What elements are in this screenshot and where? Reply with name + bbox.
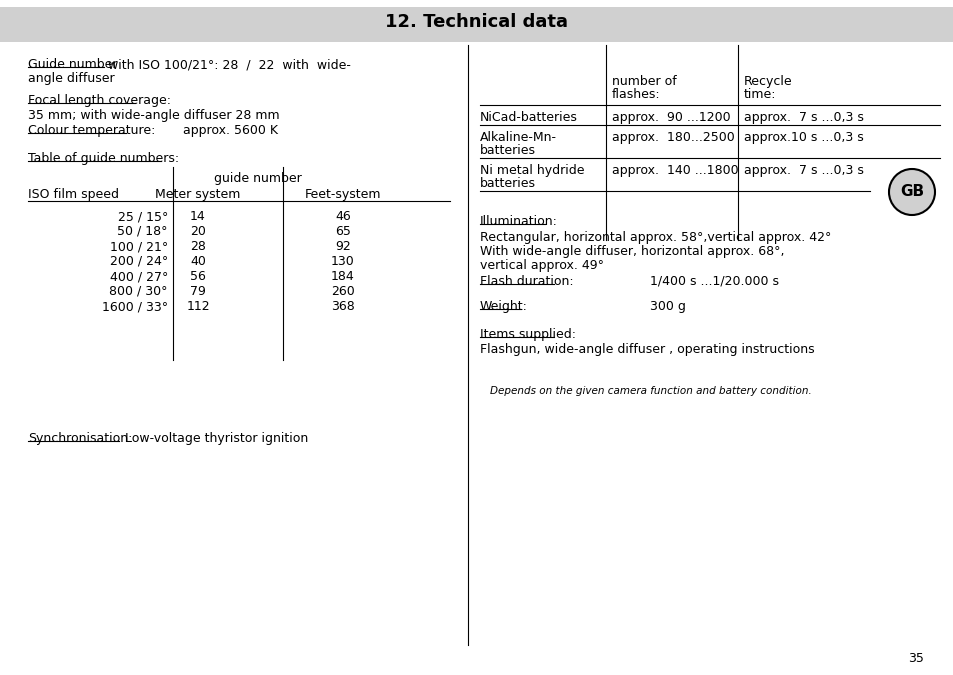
Text: Ni metal hydride: Ni metal hydride xyxy=(479,164,584,177)
Text: 25 / 15°: 25 / 15° xyxy=(117,210,168,223)
Text: Items supplied:: Items supplied: xyxy=(479,328,576,341)
Text: ISO film speed: ISO film speed xyxy=(28,188,119,201)
Text: 20: 20 xyxy=(190,225,206,238)
Text: Table of guide numbers:: Table of guide numbers: xyxy=(28,152,179,165)
Text: approx.  7 s ...0,3 s: approx. 7 s ...0,3 s xyxy=(743,111,863,124)
Text: batteries: batteries xyxy=(479,144,536,157)
Text: Guide number: Guide number xyxy=(28,58,117,71)
Text: Rectangular, horizontal approx. 58°,vertical approx. 42°: Rectangular, horizontal approx. 58°,vert… xyxy=(479,231,830,244)
Text: 112: 112 xyxy=(186,300,210,313)
Text: 40: 40 xyxy=(190,255,206,268)
Text: 800 / 30°: 800 / 30° xyxy=(110,285,168,298)
Text: 35 mm; with wide-angle diffuser 28 mm: 35 mm; with wide-angle diffuser 28 mm xyxy=(28,109,279,122)
Text: Synchronisation:: Synchronisation: xyxy=(28,432,132,445)
Text: Depends on the given camera function and battery condition.: Depends on the given camera function and… xyxy=(490,386,811,396)
Text: 184: 184 xyxy=(331,270,355,283)
Text: guide number: guide number xyxy=(213,172,301,185)
Text: approx.  90 ...1200: approx. 90 ...1200 xyxy=(612,111,730,124)
Text: Flashgun, wide-angle diffuser , operating instructions: Flashgun, wide-angle diffuser , operatin… xyxy=(479,343,814,356)
Text: 200 / 24°: 200 / 24° xyxy=(110,255,168,268)
Text: approx.10 s ...0,3 s: approx.10 s ...0,3 s xyxy=(743,131,862,144)
Text: 12. Technical data: 12. Technical data xyxy=(385,13,568,31)
Text: approx. 5600 K: approx. 5600 K xyxy=(183,124,277,137)
Text: with ISO 100/21°: 28  /  22  with  wide-: with ISO 100/21°: 28 / 22 with wide- xyxy=(104,58,351,71)
Text: 92: 92 xyxy=(335,240,351,253)
Text: 400 / 27°: 400 / 27° xyxy=(110,270,168,283)
Text: Colour temperature:: Colour temperature: xyxy=(28,124,155,137)
Text: flashes:: flashes: xyxy=(612,88,659,101)
Text: Illumination:: Illumination: xyxy=(479,215,558,228)
Text: 46: 46 xyxy=(335,210,351,223)
Text: 50 / 18°: 50 / 18° xyxy=(117,225,168,238)
Circle shape xyxy=(888,169,934,215)
Text: 368: 368 xyxy=(331,300,355,313)
Text: vertical approx. 49°: vertical approx. 49° xyxy=(479,259,603,272)
Text: 65: 65 xyxy=(335,225,351,238)
Text: approx.  7 s ...0,3 s: approx. 7 s ...0,3 s xyxy=(743,164,863,177)
Text: Focal length coverage:: Focal length coverage: xyxy=(28,94,171,107)
Text: 28: 28 xyxy=(190,240,206,253)
Text: batteries: batteries xyxy=(479,177,536,190)
Text: Low-voltage thyristor ignition: Low-voltage thyristor ignition xyxy=(121,432,308,445)
Text: 300 g: 300 g xyxy=(649,300,685,313)
Text: 100 / 21°: 100 / 21° xyxy=(110,240,168,253)
Text: With wide-angle diffuser, horizontal approx. 68°,: With wide-angle diffuser, horizontal app… xyxy=(479,245,783,258)
Text: number of: number of xyxy=(612,75,676,88)
Text: GB: GB xyxy=(899,184,923,200)
Text: Recycle: Recycle xyxy=(743,75,792,88)
Text: 130: 130 xyxy=(331,255,355,268)
Text: 1/400 s ...1/20.000 s: 1/400 s ...1/20.000 s xyxy=(649,275,779,288)
Text: NiCad-batteries: NiCad-batteries xyxy=(479,111,578,124)
Text: 260: 260 xyxy=(331,285,355,298)
Text: Weight:: Weight: xyxy=(479,300,527,313)
Text: time:: time: xyxy=(743,88,776,101)
Text: Feet-system: Feet-system xyxy=(304,188,381,201)
Text: 35: 35 xyxy=(907,652,923,665)
Text: Flash duration:: Flash duration: xyxy=(479,275,573,288)
Text: approx.  180...2500: approx. 180...2500 xyxy=(612,131,734,144)
Text: angle diffuser: angle diffuser xyxy=(28,72,114,85)
Text: 79: 79 xyxy=(190,285,206,298)
FancyBboxPatch shape xyxy=(0,7,953,42)
Text: Meter system: Meter system xyxy=(155,188,240,201)
Text: Alkaline-Mn-: Alkaline-Mn- xyxy=(479,131,557,144)
Text: 56: 56 xyxy=(190,270,206,283)
Text: 14: 14 xyxy=(190,210,206,223)
Text: approx.  140 ...1800: approx. 140 ...1800 xyxy=(612,164,738,177)
Text: 1600 / 33°: 1600 / 33° xyxy=(102,300,168,313)
